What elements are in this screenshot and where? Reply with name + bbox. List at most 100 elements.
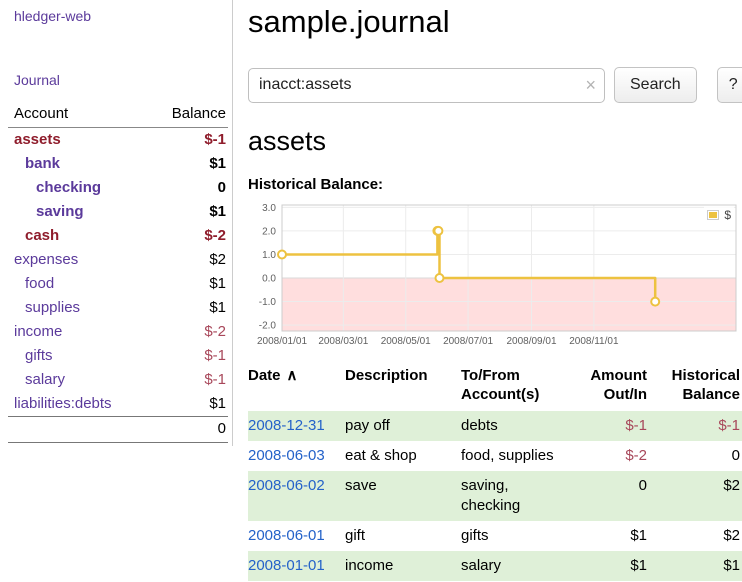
svg-text:2008/03/01: 2008/03/01 [318, 336, 368, 347]
account-row: income $-2 [8, 320, 228, 344]
account-balance: $-1 [204, 371, 226, 388]
search-input[interactable] [248, 67, 605, 103]
account-balance: $1 [209, 155, 226, 172]
transaction-description: income [345, 557, 394, 574]
transaction-date-link[interactable]: 2008-06-03 [248, 447, 325, 464]
transaction-date-cell: 2008-12-31 [248, 411, 345, 441]
account-link[interactable]: bank [25, 155, 61, 172]
register-row: 2008-06-03 eat & shop food, supplies $-2 0 [248, 441, 742, 471]
account-link[interactable]: liabilities:debts [14, 395, 112, 412]
transaction-date-link[interactable]: 2008-06-01 [248, 527, 325, 544]
account-balance: $-1 [204, 131, 226, 148]
account-row: expenses $2 [8, 248, 228, 272]
brand-link[interactable]: hledger-web [14, 8, 92, 24]
account-link[interactable]: expenses [14, 251, 79, 268]
accounts-header-balance: Balance [145, 105, 228, 128]
transaction-accounts: saving, checking [461, 477, 521, 514]
transaction-balance: $2 [723, 477, 740, 494]
legend-series-swatch [707, 210, 720, 220]
svg-text:3.0: 3.0 [262, 203, 276, 214]
chart-title: Historical Balance: [248, 176, 384, 193]
svg-text:1.0: 1.0 [262, 250, 276, 261]
transaction-description: pay off [345, 417, 390, 434]
account-row: bank $1 [8, 152, 228, 176]
sidebar: hledger-web Journal Account Balance asse… [0, 0, 233, 446]
account-heading: assets [248, 126, 327, 156]
account-link[interactable]: assets [14, 131, 61, 148]
svg-text:2008/01/01: 2008/01/01 [257, 336, 307, 347]
account-balance: $1 [209, 203, 226, 220]
accounts-total-spacer [8, 416, 146, 443]
account-balance: 0 [217, 179, 226, 196]
transaction-accounts: salary [461, 557, 502, 574]
account-link[interactable]: gifts [25, 347, 53, 364]
transaction-balance: $2 [723, 527, 740, 544]
help-button[interactable]: ? [716, 67, 742, 103]
register-header-date[interactable]: Date ∧ [248, 366, 345, 411]
search-box: × [248, 67, 605, 103]
transaction-amount: $-2 [625, 447, 647, 464]
account-link[interactable]: food [25, 275, 55, 292]
account-balance: $1 [209, 299, 226, 316]
svg-text:-1.0: -1.0 [259, 297, 277, 308]
account-link[interactable]: supplies [25, 299, 81, 316]
svg-text:-2.0: -2.0 [259, 321, 277, 332]
register-header-row: Date ∧ Description To/From Account(s) Amo… [248, 366, 742, 411]
accounts-table: Account Balance assets $-1 bank $1 checking 0… [8, 105, 228, 443]
transaction-date-link[interactable]: 2008-06-02 [248, 477, 325, 494]
transaction-accounts: food, supplies [461, 447, 554, 464]
account-balance: $1 [209, 395, 226, 412]
account-balance: $-2 [204, 323, 226, 340]
transaction-date-link[interactable]: 2008-12-31 [248, 417, 325, 434]
account-row: supplies $1 [8, 296, 228, 320]
transaction-balance: $1 [723, 557, 740, 574]
account-balance: $1 [209, 275, 226, 292]
register-table: Date ∧ Description To/From Account(s) Amo… [248, 366, 742, 581]
account-link[interactable]: saving [36, 203, 84, 220]
register-header-amount: Amount Out/In [590, 367, 647, 403]
accounts-total-row: 0 [8, 416, 228, 443]
transaction-description: save [345, 477, 377, 494]
svg-text:0.0: 0.0 [262, 274, 276, 285]
nav-journal-link[interactable]: Journal [14, 72, 60, 88]
account-balance: $-1 [204, 347, 226, 364]
account-row: checking 0 [8, 176, 228, 200]
account-row: food $1 [8, 272, 228, 296]
register-row: 2008-06-01 gift gifts $1 $2 [248, 521, 742, 551]
account-link[interactable]: cash [25, 227, 60, 244]
account-link[interactable]: salary [25, 371, 66, 388]
transaction-amount: $-1 [625, 417, 647, 434]
search-button[interactable]: Search [614, 67, 697, 103]
transaction-amount: 0 [638, 477, 647, 494]
balance-chart: 3.0 2.0 1.0 0.0 -1.0 -2.0 2008/01/01 2008/03/01… [248, 199, 742, 351]
transaction-accounts: debts [461, 417, 498, 434]
balance-chart-plot: 3.0 2.0 1.0 0.0 -1.0 -2.0 2008/01/01 2008/03/01… [257, 203, 737, 347]
account-row: gifts $-1 [8, 344, 228, 368]
account-row: saving $1 [8, 200, 228, 224]
account-row: assets $-1 [8, 128, 228, 153]
transaction-description: gift [345, 527, 366, 544]
sort-ascending-icon[interactable]: ∧ [286, 367, 298, 384]
transaction-accounts: gifts [461, 527, 489, 544]
svg-text:2008/09/01: 2008/09/01 [506, 336, 556, 347]
register-header-balance: Historical Balance [671, 367, 740, 403]
transaction-date-link[interactable]: 2008-01-01 [248, 557, 325, 574]
transaction-balance: 0 [731, 447, 740, 464]
transaction-balance: $-1 [718, 417, 740, 434]
transaction-date-cell: 2008-01-01 [248, 551, 345, 581]
main-content: sample.journal × Search ? assets Histori… [233, 0, 742, 581]
svg-text:2.0: 2.0 [262, 226, 276, 237]
transaction-amount: $1 [630, 527, 647, 544]
register-row: 2008-06-02 save saving, checking 0 $2 [248, 471, 742, 521]
account-link[interactable]: income [14, 323, 63, 340]
clear-search-icon[interactable]: × [585, 74, 596, 95]
account-balance: $2 [209, 251, 226, 268]
register-header-date-label: Date [248, 367, 281, 384]
account-row: liabilities:debts $1 [8, 392, 228, 417]
transaction-date-cell: 2008-06-01 [248, 521, 345, 551]
register-row: 2008-01-01 income salary $1 $1 [248, 551, 742, 581]
account-link[interactable]: checking [36, 179, 102, 196]
transaction-date-cell: 2008-06-03 [248, 441, 345, 471]
account-row: salary $-1 [8, 368, 228, 392]
transaction-amount: $1 [630, 557, 647, 574]
